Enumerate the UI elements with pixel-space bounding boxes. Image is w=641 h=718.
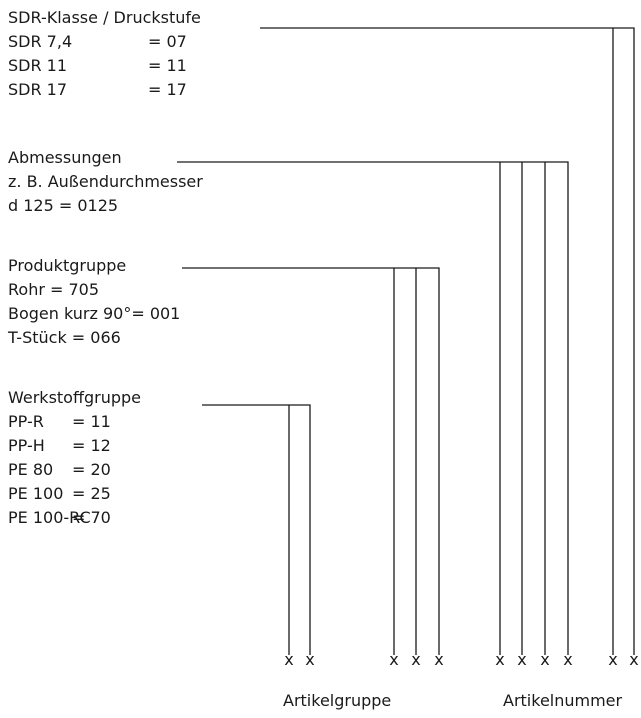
werk-key: PP-R: [8, 412, 44, 431]
werk-value: = 11: [72, 412, 111, 431]
werk-value: = 70: [72, 508, 111, 527]
digit-mark: x: [563, 650, 573, 669]
werk-row: PP-R = 11: [8, 410, 141, 434]
prod-line: Bogen kurz 90°= 001: [8, 304, 181, 323]
sdr-value: = 07: [148, 32, 187, 51]
digit-mark: x: [608, 650, 618, 669]
prod-connector: [182, 267, 440, 655]
sdr-row: SDR 7,4 = 07: [8, 30, 201, 54]
werk-key: PP-H: [8, 436, 45, 455]
sdr-row: SDR 11 = 11: [8, 54, 201, 78]
sdr-key: SDR 11: [8, 56, 68, 75]
digit-mark: x: [629, 650, 639, 669]
werk-key: PE 80: [8, 460, 54, 479]
prod-line: T-Stück = 066: [8, 328, 121, 347]
sdr-key: SDR 17: [8, 80, 68, 99]
werk-row: PE 100 = 25: [8, 482, 141, 506]
caption-artikelnummer: Artikelnummer: [503, 691, 623, 710]
werk-row: PE 100-RC = 70: [8, 506, 141, 530]
werk-key: PE 100-RC: [8, 508, 91, 527]
sdr-value: = 17: [148, 80, 187, 99]
sdr-heading: SDR-Klasse / Druckstufe: [8, 8, 201, 27]
werk-value: = 20: [72, 460, 111, 479]
sdr-value: = 11: [148, 56, 187, 75]
prod-heading: Produktgruppe: [8, 256, 127, 275]
digit-mark: x: [517, 650, 527, 669]
werk-heading: Werkstoffgruppe: [8, 388, 142, 407]
abm-legend: Abmessungen z. B. Außendurchmesser d 125…: [8, 146, 203, 218]
digit-mark: x: [434, 650, 444, 669]
sdr-row: SDR 17 = 17: [8, 78, 201, 102]
prod-line: Rohr = 705: [8, 280, 100, 299]
digit-mark: x: [495, 650, 505, 669]
werk-key: PE 100: [8, 484, 64, 503]
sdr-key: SDR 7,4: [8, 32, 73, 51]
digit-mark: x: [411, 650, 421, 669]
abm-connector: [177, 161, 569, 655]
abm-line: d 125 = 0125: [8, 196, 119, 215]
digit-mark: x: [540, 650, 550, 669]
werk-value: = 12: [72, 436, 111, 455]
caption-artikelgruppe: Artikelgruppe: [283, 691, 392, 710]
werk-value: = 25: [72, 484, 111, 503]
sdr-connector: [260, 27, 635, 655]
werk-row: PP-H = 12: [8, 434, 141, 458]
prod-legend: Produktgruppe Rohr = 705 Bogen kurz 90°=…: [8, 254, 180, 350]
abm-heading: Abmessungen: [8, 148, 122, 167]
werk-legend: Werkstoffgruppe PP-R = 11 PP-H = 12 PE 80 =…: [8, 386, 141, 530]
digit-mark: x: [389, 650, 399, 669]
werk-connector: [202, 404, 311, 655]
sdr-legend: SDR-Klasse / Druckstufe SDR 7,4 = 07 SDR …: [8, 6, 201, 102]
abm-line: z. B. Außendurchmesser: [8, 172, 203, 191]
digit-mark: x: [284, 650, 294, 669]
digit-mark: x: [305, 650, 315, 669]
werk-row: PE 80 = 20: [8, 458, 141, 482]
